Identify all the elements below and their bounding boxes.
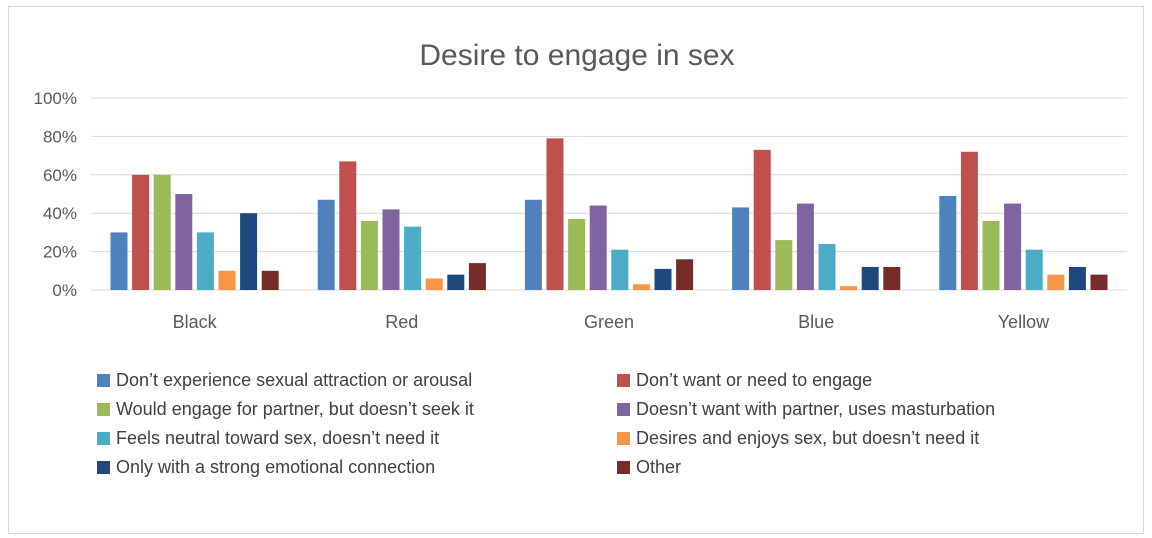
- bar: [425, 278, 443, 290]
- bar: [468, 263, 486, 290]
- legend-item: Don’t experience sexual attraction or ar…: [97, 370, 472, 391]
- bar: [382, 209, 400, 290]
- bar: [775, 240, 793, 290]
- legend-swatch: [617, 432, 630, 445]
- bar: [240, 213, 258, 290]
- x-tick-label: Blue: [798, 312, 834, 332]
- bar: [1068, 266, 1086, 290]
- bar: [1004, 203, 1022, 290]
- bar: [360, 220, 378, 290]
- y-tick-label: 100%: [34, 89, 77, 108]
- bar: [960, 151, 978, 290]
- bar: [153, 174, 171, 290]
- bar: [196, 232, 214, 290]
- bar: [632, 284, 650, 290]
- legend-swatch: [97, 374, 110, 387]
- y-tick-label: 60%: [43, 166, 77, 185]
- bar: [753, 149, 771, 290]
- legend-swatch: [617, 461, 630, 474]
- y-tick-label: 40%: [43, 204, 77, 223]
- bar: [982, 220, 1000, 290]
- bar: [110, 232, 128, 290]
- legend-label: Don’t want or need to engage: [636, 370, 873, 390]
- bar: [589, 205, 607, 290]
- bar: [883, 266, 901, 290]
- legend-item: Doesn’t want with partner, uses masturba…: [617, 399, 995, 420]
- bar: [132, 174, 150, 290]
- bar: [1090, 274, 1108, 290]
- bar: [840, 286, 858, 290]
- bar: [568, 218, 586, 290]
- bar: [524, 199, 542, 290]
- bar: [317, 199, 335, 290]
- bar: [218, 270, 236, 290]
- legend-item: Only with a strong emotional connection: [97, 457, 435, 478]
- chart-title: Desire to engage in sex: [419, 39, 734, 72]
- bar: [861, 266, 879, 290]
- bar: [261, 270, 279, 290]
- legend-label: Other: [636, 457, 682, 477]
- x-tick-label: Black: [173, 312, 218, 332]
- legend-item: Feels neutral toward sex, doesn’t need i…: [97, 428, 439, 449]
- chart-frame: Desire to engage in sex 0% 20% 40% 60% 80% 10…: [8, 6, 1144, 534]
- legend-label: Feels neutral toward sex, doesn’t need i…: [116, 428, 440, 448]
- bar: [175, 194, 193, 290]
- bar: [654, 268, 672, 290]
- x-tick-label: Yellow: [998, 312, 1050, 332]
- bar: [1047, 274, 1065, 290]
- legend-label: Would engage for partner, but doesn’t se…: [116, 399, 474, 419]
- x-tick-label: Red: [385, 312, 418, 332]
- bar: [339, 161, 357, 290]
- legend-swatch: [617, 374, 630, 387]
- bar: [404, 226, 422, 290]
- bar: [732, 207, 750, 290]
- bar: [611, 249, 629, 290]
- y-tick-label: 0%: [52, 281, 77, 300]
- legend-item: Desires and enjoys sex, but doesn’t need…: [617, 428, 979, 449]
- legend-item: Would engage for partner, but doesn’t se…: [97, 399, 474, 420]
- legend-label: Doesn’t want with partner, uses masturba…: [636, 399, 996, 419]
- bar: [676, 259, 694, 290]
- legend-label: Desires and enjoys sex, but doesn’t need…: [636, 428, 980, 448]
- x-axis-tick-labels: Black Red Green Blue Yellow: [173, 312, 1050, 332]
- legend-item: Other: [617, 457, 681, 478]
- legend-item: Don’t want or need to engage: [617, 370, 872, 391]
- legend-label: Don’t experience sexual attraction or ar…: [116, 370, 473, 390]
- y-tick-label: 80%: [43, 127, 77, 146]
- bar: [796, 203, 814, 290]
- bar: [1025, 249, 1043, 290]
- bar: [818, 243, 836, 290]
- chart-svg: Desire to engage in sex 0% 20% 40% 60% 80% 10…: [34, 39, 1127, 332]
- bar: [447, 274, 465, 290]
- bars: [110, 138, 1108, 290]
- bar: [546, 138, 564, 290]
- bar: [939, 195, 957, 290]
- x-tick-label: Green: [584, 312, 634, 332]
- legend-swatch: [97, 461, 110, 474]
- legend-swatch: [97, 432, 110, 445]
- y-tick-label: 20%: [43, 243, 77, 262]
- legend-swatch: [617, 403, 630, 416]
- legend-label: Only with a strong emotional connection: [116, 457, 436, 477]
- legend-swatch: [97, 403, 110, 416]
- y-axis-tick-labels: 0% 20% 40% 60% 80% 100%: [34, 89, 77, 300]
